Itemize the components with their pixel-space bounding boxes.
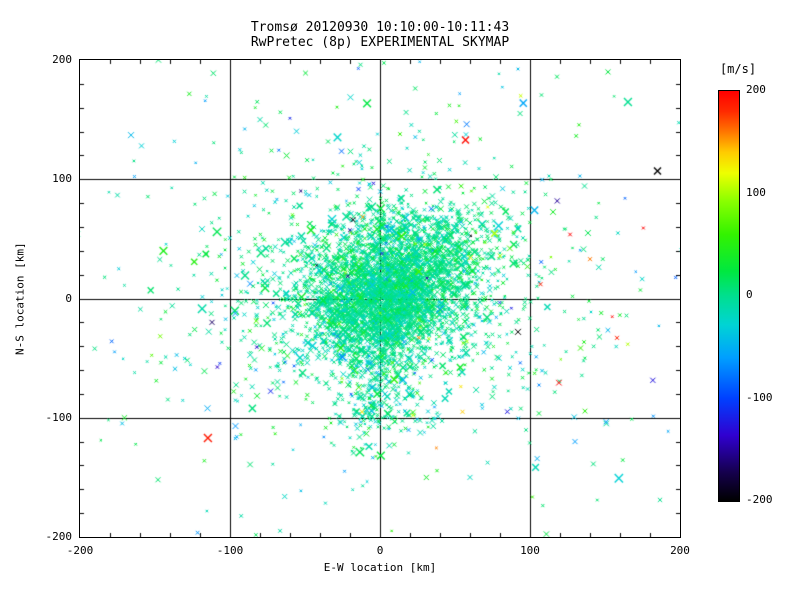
colorbar	[718, 90, 740, 502]
colorbar-tick-label: 200	[746, 83, 766, 96]
x-tick-label: 100	[520, 544, 540, 557]
colorbar-tick-label: 0	[746, 288, 753, 301]
x-tick-label: 200	[670, 544, 690, 557]
x-tick-label: -100	[216, 544, 244, 557]
chart-title: Tromsø 20120930 10:10:00-10:11:43 RwPret…	[80, 20, 680, 50]
x-tick-label: 0	[376, 544, 384, 557]
y-tick-label: 100	[52, 172, 72, 186]
plot-area	[79, 59, 681, 538]
skymap-scatter-canvas	[80, 60, 680, 537]
colorbar-tick-label: -100	[746, 390, 773, 404]
y-tick-label: 0	[65, 291, 72, 305]
colorbar-tick-label: -200	[746, 493, 773, 506]
y-tick-label: -200	[45, 530, 73, 543]
x-tick-label: -200	[66, 544, 94, 557]
x-axis-label: E-W location [km]	[323, 561, 437, 574]
chart-title-line1: Tromsø 20120930 10:10:00-10:11:43	[250, 20, 510, 35]
colorbar-tick-label: 100	[746, 185, 766, 199]
chart-title-line2: RwPretec (8p) EXPERIMENTAL SKYMAP	[250, 35, 510, 50]
colorbar-unit-label: [m/s]	[719, 62, 757, 76]
y-tick-label: -100	[45, 410, 73, 424]
y-tick-label: 200	[52, 53, 72, 66]
